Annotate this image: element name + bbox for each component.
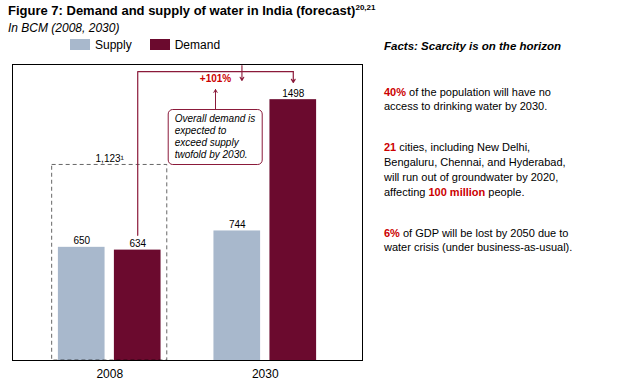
- svg-text:+101%: +101%: [200, 73, 232, 84]
- html-text:40% of the population will hav: 40% of the population will have no acces…: [384, 85, 551, 113]
- svg-text:2030: 2030: [252, 367, 279, 381]
- html-text:Supply: Supply: [95, 38, 132, 52]
- html-text:6% of GDP will be lost by 2050: 6% of GDP will be lost by 2050 due to wa…: [384, 226, 573, 254]
- svg-text:1498: 1498: [282, 88, 305, 99]
- html-text:Figure 7: Demand and supply of: Figure 7: Demand and supply of water in …: [8, 3, 376, 19]
- svg-text:2008: 2008: [96, 367, 123, 381]
- svg-text:650: 650: [73, 235, 90, 246]
- svg-text:634: 634: [129, 238, 146, 249]
- html-text:Overall demand is expected to: Overall demand is expected to exceed sup…: [174, 113, 256, 160]
- svg-text:744: 744: [229, 219, 246, 230]
- html-text:Demand: Demand: [174, 38, 221, 52]
- html-text:Facts: Scarcity is on the hori: Facts: Scarcity is on the horizon: [384, 40, 561, 52]
- html-text:In BCM (2008, 2030): In BCM (2008, 2030): [8, 21, 120, 35]
- html-text:21 cities, including New Delhi: 21 cities, including New Delhi, Bengalur…: [384, 141, 566, 198]
- svg-text:1,123¹: 1,123¹: [96, 153, 125, 164]
